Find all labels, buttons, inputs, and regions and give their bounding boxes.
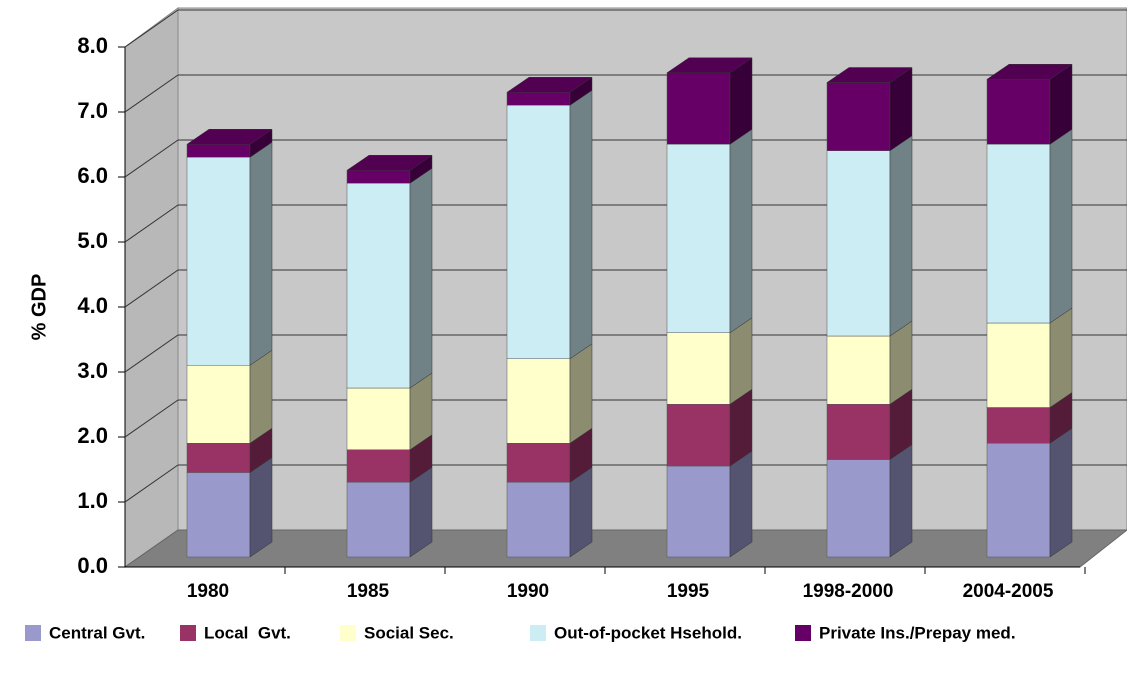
bar-side <box>729 450 753 558</box>
bar-top <box>506 77 593 93</box>
grid-line <box>124 139 179 178</box>
bar-front <box>346 170 411 184</box>
bar-front <box>666 404 731 467</box>
bar-front <box>186 443 251 473</box>
grid-line <box>124 204 179 243</box>
bar-side <box>569 343 593 444</box>
grid-line <box>124 334 179 373</box>
bar-side <box>729 128 753 334</box>
bar-side <box>889 444 913 558</box>
bar-side <box>1049 427 1073 558</box>
bar-top <box>666 57 753 73</box>
bar-front <box>986 144 1051 324</box>
y-tick-label: 5.0 <box>77 228 108 253</box>
bar-front <box>826 459 891 558</box>
grid-line <box>124 464 179 503</box>
bar-front <box>346 482 411 558</box>
bar-front <box>506 92 571 106</box>
bar-front <box>986 322 1051 408</box>
floor <box>123 529 1127 568</box>
bar-side <box>889 135 913 337</box>
y-axis-label: % GDP <box>28 274 50 341</box>
grid-line <box>124 9 179 48</box>
legend-label: Private Ins./Prepay med. <box>819 623 1016 642</box>
y-tick-label: 8.0 <box>77 33 108 58</box>
legend-swatch <box>530 625 546 641</box>
bar-side <box>249 457 273 558</box>
bar-side <box>1049 128 1073 324</box>
bar-front <box>666 72 731 145</box>
bar-front <box>506 443 571 483</box>
grid-line <box>124 399 179 438</box>
bar-top <box>986 64 1073 80</box>
bar-front <box>826 82 891 151</box>
bar-front <box>186 365 251 444</box>
bar-front <box>186 144 251 158</box>
bar-front <box>986 407 1051 444</box>
bar-front <box>666 332 731 405</box>
y-tick-label: 7.0 <box>77 98 108 123</box>
bar-top <box>346 155 433 171</box>
bar-front <box>666 144 731 333</box>
y-tick-label: 1.0 <box>77 488 108 513</box>
bar-front <box>986 443 1051 558</box>
y-tick-label: 0.0 <box>77 553 108 578</box>
x-tick-label: 1990 <box>507 581 549 602</box>
legend-swatch <box>180 625 196 641</box>
bar-front <box>506 482 571 558</box>
bar-top <box>186 129 273 145</box>
x-tick-label: 1995 <box>667 581 710 602</box>
bar-front <box>346 449 411 483</box>
legend-label: Local Gvt. <box>204 623 291 642</box>
y-tick-label: 4.0 <box>77 293 108 318</box>
x-tick-label: 1980 <box>187 581 229 602</box>
bar-side <box>409 167 433 389</box>
bar-front <box>826 335 891 405</box>
bar-front <box>186 157 251 366</box>
grid-line <box>124 269 179 308</box>
x-tick-label: 1998-2000 <box>803 581 894 602</box>
legend-label: Social Sec. <box>364 623 454 642</box>
bar-side <box>249 141 273 366</box>
legend-swatch <box>795 625 811 641</box>
grid-line <box>124 74 179 113</box>
y-tick-label: 3.0 <box>77 358 108 383</box>
bar-front <box>666 465 731 558</box>
bar-front <box>986 79 1051 145</box>
legend-swatch <box>340 625 356 641</box>
x-tick-label: 1985 <box>347 581 390 602</box>
bar-front <box>826 150 891 337</box>
y-tick-label: 6.0 <box>77 163 108 188</box>
legend-label: Central Gvt. <box>49 623 145 642</box>
bar-front <box>826 404 891 460</box>
bar-front <box>186 472 251 558</box>
bar-front <box>506 105 571 359</box>
y-tick-label: 2.0 <box>77 423 108 448</box>
bar-top <box>826 67 913 83</box>
bar-side <box>569 466 593 558</box>
legend-swatch <box>25 625 41 641</box>
bar-side <box>569 89 593 360</box>
bar-side <box>249 349 273 444</box>
bar-side <box>409 466 433 558</box>
bar-front <box>506 358 571 444</box>
back-wall <box>177 7 1127 531</box>
x-tick-label: 2004-2005 <box>963 581 1054 602</box>
legend-label: Out-of-pocket Hsehold. <box>554 623 742 642</box>
bar-front <box>346 387 411 450</box>
bar-front <box>346 183 411 389</box>
bar-side <box>1049 307 1073 408</box>
